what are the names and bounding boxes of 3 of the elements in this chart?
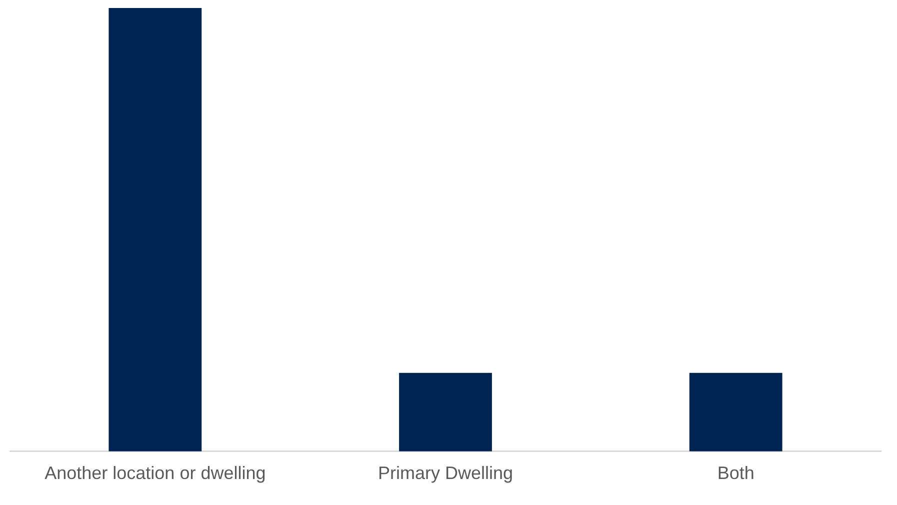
- x-tick-label: Primary Dwelling: [378, 463, 514, 484]
- x-tick-label: Both: [717, 463, 754, 484]
- x-tick-label: Another location or dwelling: [44, 463, 266, 484]
